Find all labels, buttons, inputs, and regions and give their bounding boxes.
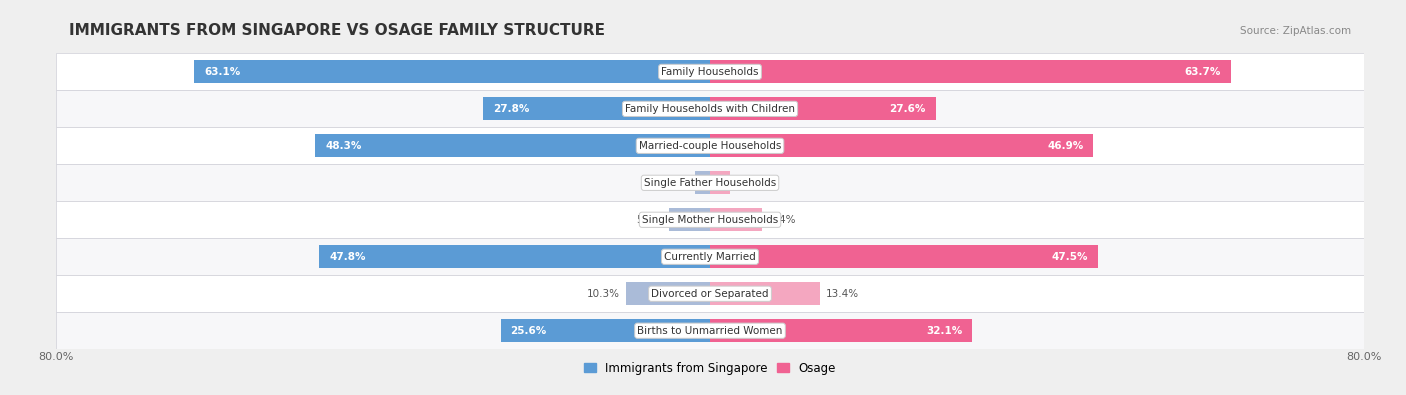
Bar (695, 171, 710, 194)
Bar (710, 98, 935, 120)
Text: 2.5%: 2.5% (737, 178, 763, 188)
Text: Married-couple Households: Married-couple Households (638, 141, 782, 151)
Bar (501, 319, 710, 342)
Text: 10.3%: 10.3% (586, 289, 619, 299)
Bar (56, 164, 1364, 201)
Text: 13.4%: 13.4% (827, 289, 859, 299)
Text: 46.9%: 46.9% (1047, 141, 1084, 151)
Text: 27.8%: 27.8% (492, 104, 529, 114)
Bar (710, 282, 820, 305)
Bar (482, 98, 710, 120)
Bar (710, 60, 1230, 83)
Bar (710, 245, 1098, 268)
Text: Divorced or Separated: Divorced or Separated (651, 289, 769, 299)
Text: IMMIGRANTS FROM SINGAPORE VS OSAGE FAMILY STRUCTURE: IMMIGRANTS FROM SINGAPORE VS OSAGE FAMIL… (69, 23, 606, 38)
Bar (56, 312, 1364, 349)
Text: Source: ZipAtlas.com: Source: ZipAtlas.com (1240, 26, 1351, 36)
Bar (194, 60, 710, 83)
Legend: Immigrants from Singapore, Osage: Immigrants from Singapore, Osage (579, 357, 841, 379)
Bar (56, 275, 1364, 312)
Text: 47.8%: 47.8% (329, 252, 366, 262)
Bar (315, 134, 710, 157)
Bar (56, 127, 1364, 164)
Bar (56, 90, 1364, 127)
Text: 63.1%: 63.1% (204, 67, 240, 77)
Bar (669, 208, 710, 231)
Bar (626, 282, 710, 305)
Text: 32.1%: 32.1% (927, 326, 963, 336)
Bar (56, 238, 1364, 275)
Text: 47.5%: 47.5% (1052, 252, 1088, 262)
Text: 48.3%: 48.3% (325, 141, 361, 151)
Text: Currently Married: Currently Married (664, 252, 756, 262)
Bar (710, 319, 973, 342)
Bar (319, 245, 710, 268)
Bar (710, 208, 762, 231)
Text: Family Households with Children: Family Households with Children (626, 104, 794, 114)
Text: 5.0%: 5.0% (637, 215, 662, 225)
Text: Births to Unmarried Women: Births to Unmarried Women (637, 326, 783, 336)
Bar (710, 171, 731, 194)
Text: 25.6%: 25.6% (510, 326, 547, 336)
Text: 1.9%: 1.9% (661, 178, 688, 188)
Text: Single Mother Households: Single Mother Households (643, 215, 778, 225)
Bar (56, 53, 1364, 90)
Text: Single Father Households: Single Father Households (644, 178, 776, 188)
Bar (56, 201, 1364, 238)
Text: 6.4%: 6.4% (769, 215, 796, 225)
Text: Family Households: Family Households (661, 67, 759, 77)
Text: 63.7%: 63.7% (1184, 67, 1220, 77)
Text: 27.6%: 27.6% (890, 104, 925, 114)
Bar (710, 134, 1094, 157)
